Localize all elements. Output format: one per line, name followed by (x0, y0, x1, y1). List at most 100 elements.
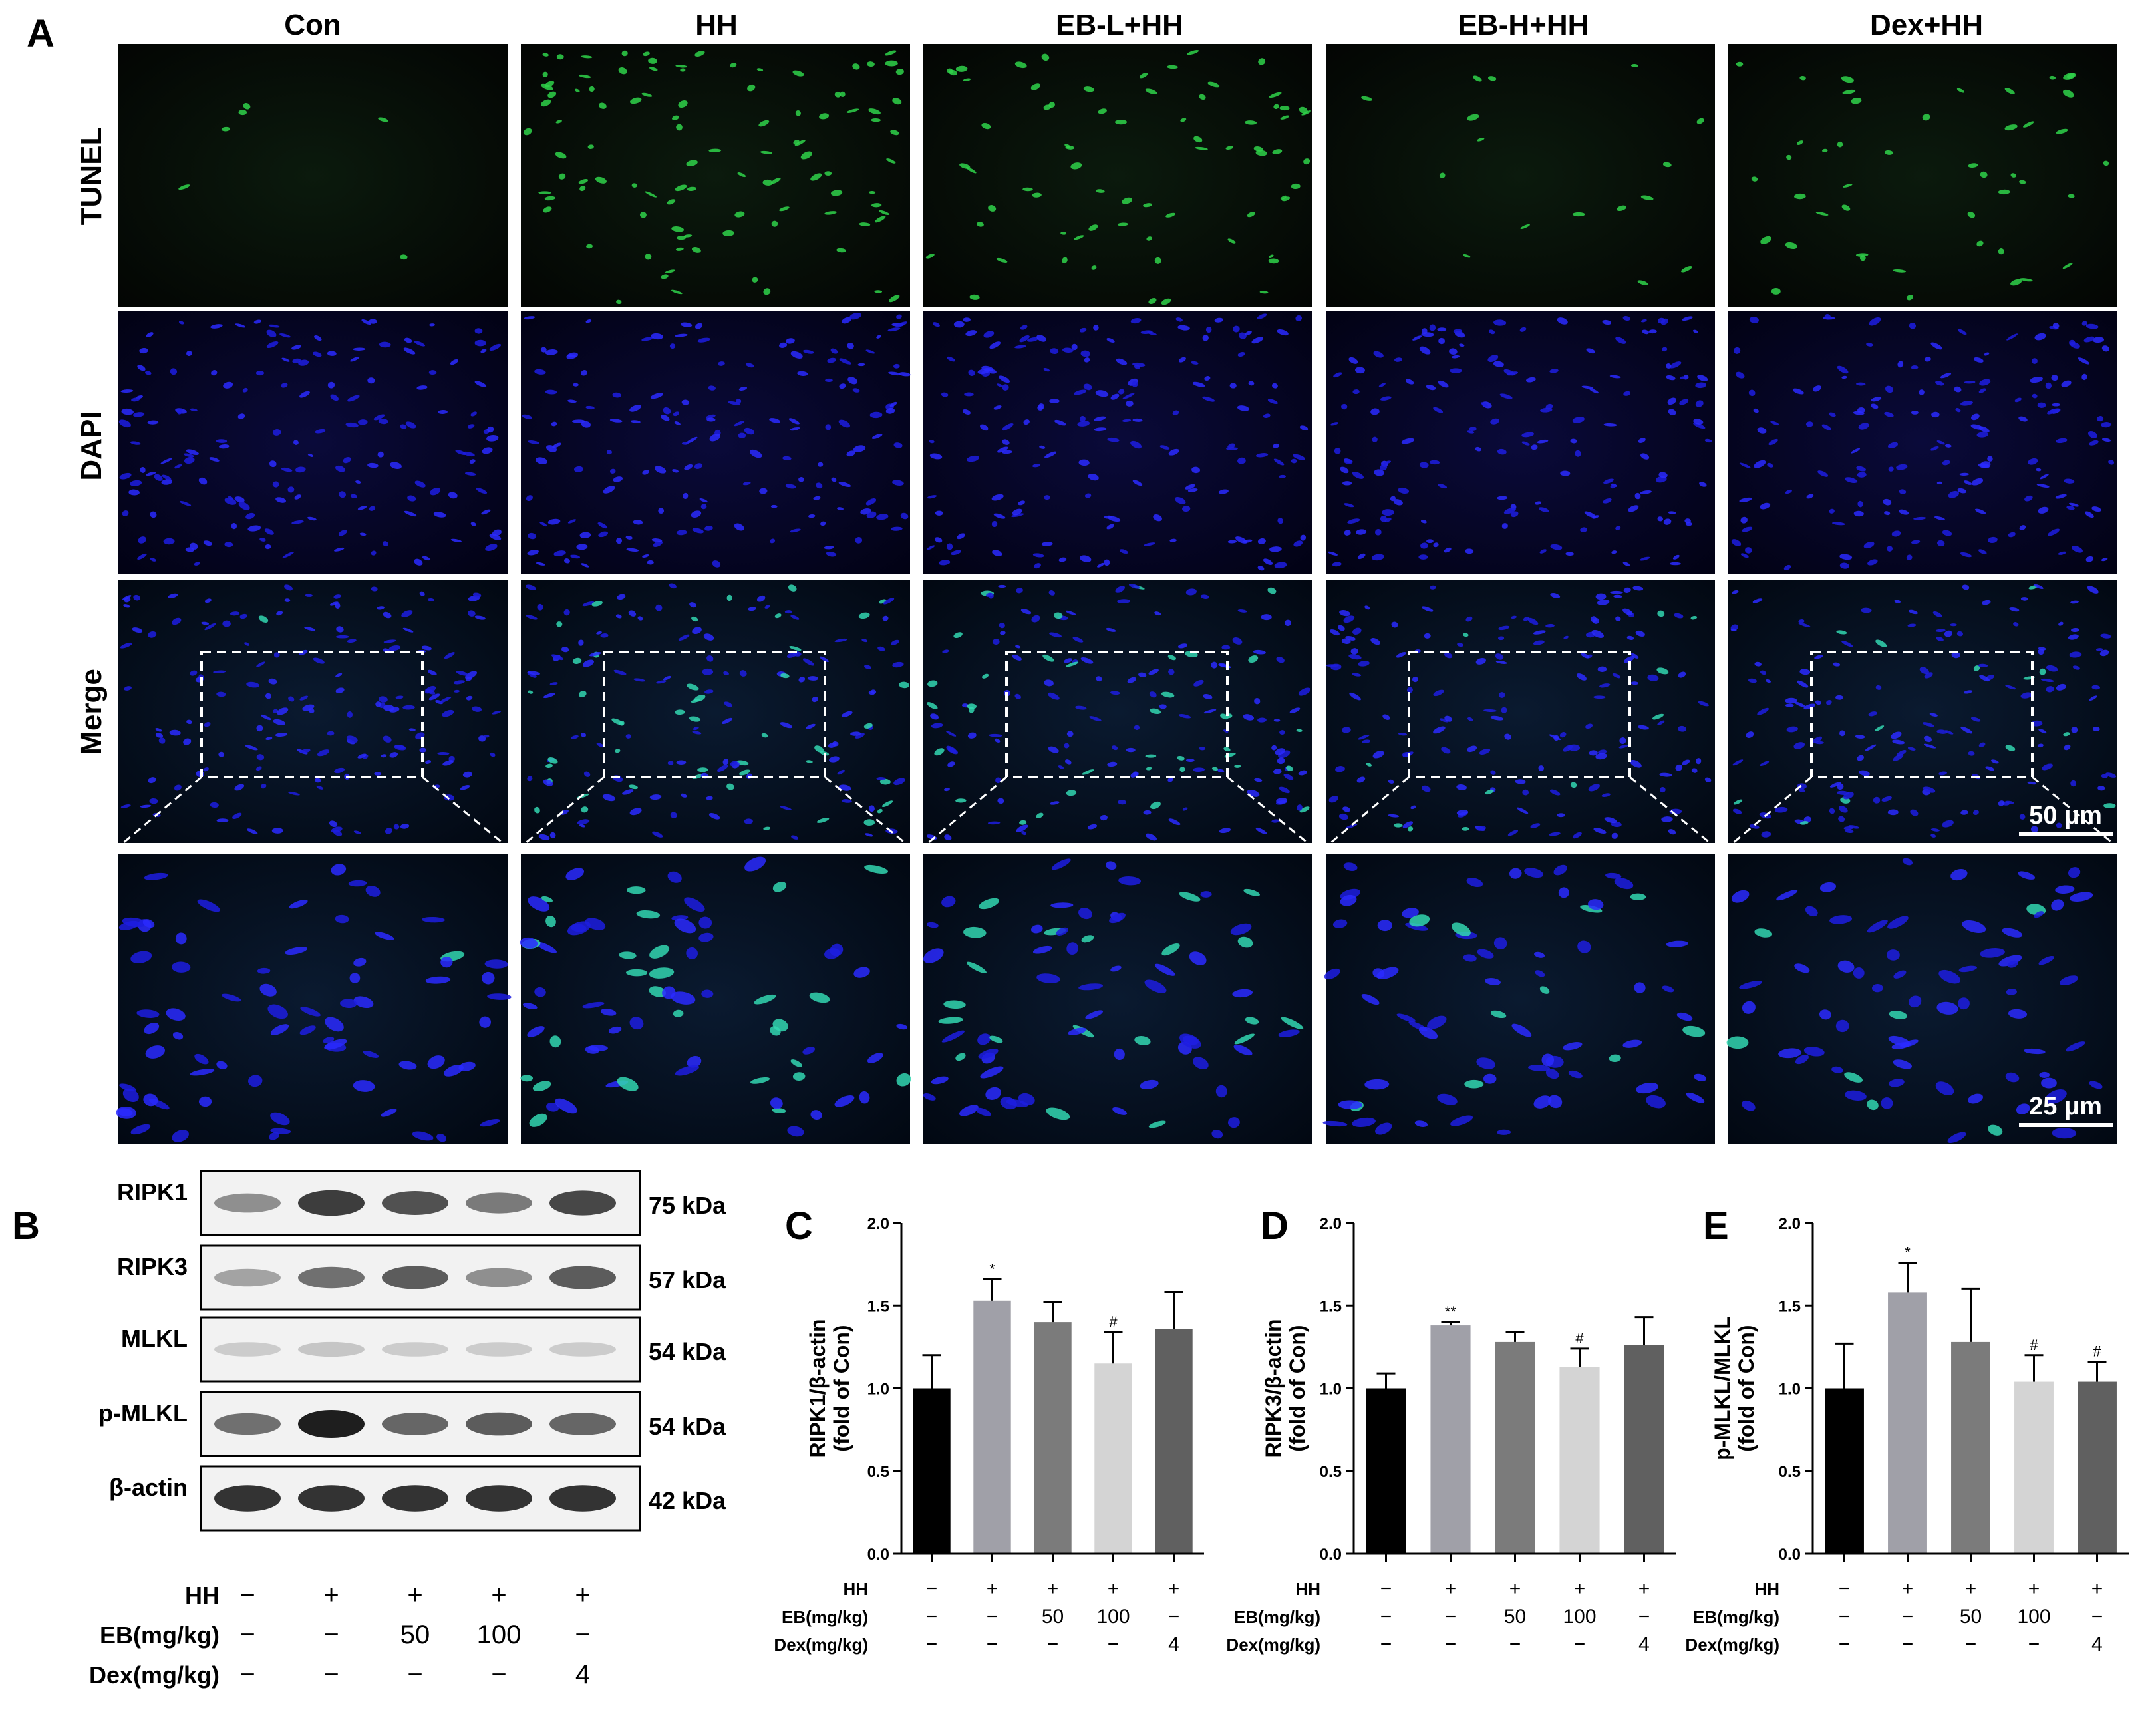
blot-band (466, 1192, 532, 1214)
condition-value: − (2028, 1633, 2040, 1655)
condition-value: − (1902, 1606, 1914, 1628)
condition-value: − (1445, 1606, 1457, 1628)
condition-value: − (987, 1633, 999, 1655)
row-label-dapi: DAPI (75, 411, 108, 480)
blot-band (549, 1190, 616, 1216)
condition-value: − (1965, 1633, 1977, 1655)
condition-value: + (1108, 1578, 1120, 1600)
bar-chart-c: 0.0 0.5 1.0 1.5 2.0 RIPK1/β-actin (fold of Con… (774, 1215, 1204, 1655)
blot-band (214, 1485, 281, 1512)
condition-value: − (1380, 1578, 1392, 1600)
blot-band (214, 1268, 281, 1287)
micrograph-tile-tunel-4 (1326, 44, 1715, 307)
bar (1155, 1329, 1193, 1554)
condition-value: − (987, 1606, 999, 1628)
micrograph-tile-tunel-5 (1728, 44, 2117, 307)
blot-condition-value: + (575, 1580, 590, 1610)
condition-value: − (1839, 1606, 1851, 1628)
micrograph-tile-tunel-3 (923, 44, 1312, 307)
blot-condition-value: − (323, 1620, 339, 1649)
micrograph-tile-dapi-3 (923, 311, 1312, 574)
blot-band (298, 1341, 365, 1357)
y-tick-label: 1.5 (1320, 1297, 1342, 1315)
condition-label: EB(mg/kg) (1693, 1607, 1779, 1627)
blot-condition-value: 50 (400, 1620, 430, 1649)
blot-protein-label: β-actin (109, 1474, 188, 1501)
y-tick-label: 2.0 (867, 1215, 889, 1233)
micrograph-tile-dapi-4 (1326, 311, 1715, 574)
blot-protein-label: p-MLKL (98, 1399, 188, 1427)
bar (1559, 1367, 1600, 1554)
blot-condition-label: HH (185, 1582, 220, 1609)
condition-label: HH (1295, 1579, 1320, 1599)
micrograph-tile-tunel-2 (521, 44, 910, 307)
bar (913, 1388, 951, 1554)
bar (1951, 1341, 1990, 1554)
y-axis-label-unit: (fold of Con) (830, 1325, 853, 1451)
western-blot: RIPK1 75 kDa RIPK3 57 kDa MLKL 54 kDa p-MLKL 54… (89, 1170, 726, 1689)
y-tick-label: 0.5 (1320, 1463, 1342, 1481)
condition-label: Dex(mg/kg) (1685, 1635, 1779, 1655)
condition-value: − (1574, 1633, 1586, 1655)
y-tick-label: 1.0 (1320, 1381, 1342, 1399)
y-tick-label: 1.5 (1779, 1297, 1801, 1315)
blot-protein-label: MLKL (121, 1325, 188, 1352)
micrograph-tile-zoom-3 (923, 854, 1312, 1144)
blot-band (382, 1266, 448, 1289)
blot-band (466, 1412, 532, 1436)
condition-value: + (1047, 1578, 1059, 1600)
significance-mark: # (2093, 1343, 2101, 1360)
blot-condition-value: 4 (575, 1660, 590, 1689)
blot-band (298, 1485, 365, 1512)
column-header-ebh-hh: EB-H+HH (1458, 9, 1589, 41)
condition-value: + (1168, 1578, 1180, 1600)
blot-kda-label: 57 kDa (649, 1266, 726, 1293)
panel-a-letter: A (27, 12, 55, 55)
blot-band (382, 1342, 448, 1357)
condition-value: 100 (1563, 1606, 1596, 1628)
condition-value: − (1839, 1578, 1851, 1600)
micrograph-tile-merge-3 (923, 580, 1313, 848)
blot-condition-value: − (239, 1580, 255, 1610)
condition-value: + (1638, 1578, 1650, 1600)
y-tick-label: 2.0 (1779, 1215, 1801, 1233)
condition-value: − (926, 1606, 938, 1628)
column-header-hh: HH (695, 9, 738, 41)
condition-value: − (1839, 1633, 1851, 1655)
blot-row-5: β-actin 42 kDa (109, 1465, 726, 1532)
blot-kda-label: 54 kDa (649, 1413, 726, 1440)
bar (1825, 1388, 1864, 1554)
significance-mark: # (1575, 1330, 1584, 1347)
y-tick-label: 1.0 (867, 1381, 889, 1399)
blot-condition-value: + (407, 1580, 422, 1610)
y-axis-label: RIPK1/β-actin (806, 1319, 830, 1457)
blot-protein-label: RIPK1 (117, 1178, 188, 1206)
condition-label: EB(mg/kg) (1234, 1607, 1320, 1627)
condition-value: 4 (1168, 1633, 1179, 1655)
blot-band (466, 1268, 532, 1287)
zoom-region-box (1408, 651, 1631, 778)
condition-label: Dex(mg/kg) (774, 1635, 868, 1655)
micrograph-tile-zoom-2 (520, 854, 911, 1144)
blot-condition-label: Dex(mg/kg) (89, 1661, 220, 1689)
blot-kda-label: 75 kDa (649, 1192, 726, 1219)
micrograph-tile-merge-5 (1728, 580, 2118, 848)
bar (973, 1300, 1011, 1554)
condition-value: − (1380, 1606, 1392, 1628)
micrograph-tile-merge-1 (118, 580, 508, 848)
y-tick-label: 1.0 (1779, 1381, 1801, 1399)
micrograph-tile-zoom-4 (1322, 854, 1715, 1144)
bar (1366, 1388, 1406, 1554)
y-tick-label: 0.0 (867, 1546, 889, 1564)
condition-value: − (2091, 1606, 2103, 1628)
blot-band (214, 1193, 281, 1213)
blot-condition-value: − (239, 1620, 255, 1649)
condition-value: 4 (2091, 1633, 2103, 1655)
condition-value: + (987, 1578, 999, 1600)
scale-bar-25um (2019, 1123, 2113, 1127)
blot-condition-value: + (323, 1580, 339, 1610)
zoom-region-box (1005, 651, 1229, 778)
blot-band (298, 1410, 365, 1438)
micrograph-tile-zoom-5 (1726, 854, 2117, 1144)
